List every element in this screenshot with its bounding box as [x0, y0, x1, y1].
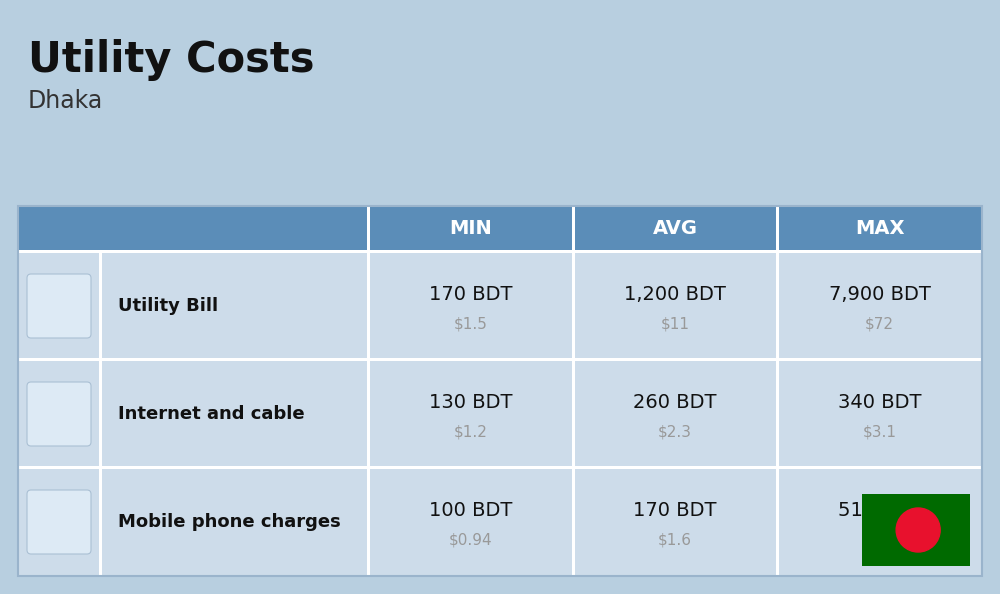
Text: 510 BDT: 510 BDT	[838, 501, 921, 520]
Text: 260 BDT: 260 BDT	[633, 393, 717, 412]
Text: AVG: AVG	[652, 220, 698, 239]
Text: $1.5: $1.5	[453, 317, 487, 331]
Bar	[18, 358, 982, 361]
Bar	[18, 468, 982, 576]
Bar	[572, 360, 575, 468]
Bar	[776, 206, 779, 252]
Bar	[99, 252, 102, 360]
Text: 7,900 BDT: 7,900 BDT	[829, 285, 931, 304]
Text: Internet and cable: Internet and cable	[118, 405, 305, 423]
Text: $4.7: $4.7	[863, 532, 897, 548]
Text: $1.2: $1.2	[453, 425, 487, 440]
Bar	[99, 468, 102, 576]
Bar	[776, 252, 779, 360]
Bar	[776, 360, 779, 468]
Bar	[18, 206, 982, 576]
Bar	[18, 360, 982, 468]
Text: 170 BDT: 170 BDT	[633, 501, 717, 520]
Bar	[18, 250, 982, 253]
Bar	[572, 252, 575, 360]
Bar	[862, 494, 970, 566]
Text: $1.6: $1.6	[658, 532, 692, 548]
Bar	[572, 206, 575, 252]
Text: $3.1: $3.1	[863, 425, 897, 440]
Text: $72: $72	[865, 317, 894, 331]
Bar	[367, 206, 370, 252]
Text: 130 BDT: 130 BDT	[429, 393, 512, 412]
Text: 170 BDT: 170 BDT	[429, 285, 512, 304]
FancyBboxPatch shape	[27, 490, 91, 554]
Text: Mobile phone charges: Mobile phone charges	[118, 513, 341, 531]
Text: Utility Costs: Utility Costs	[28, 39, 314, 81]
Text: 100 BDT: 100 BDT	[429, 501, 512, 520]
Text: Dhaka: Dhaka	[28, 89, 103, 113]
Text: 340 BDT: 340 BDT	[838, 393, 921, 412]
Bar	[367, 468, 370, 576]
Circle shape	[896, 508, 940, 552]
Text: 1,200 BDT: 1,200 BDT	[624, 285, 726, 304]
Text: MIN: MIN	[449, 220, 492, 239]
Bar	[367, 252, 370, 360]
Text: Utility Bill: Utility Bill	[118, 297, 218, 315]
Bar	[18, 466, 982, 469]
FancyBboxPatch shape	[27, 382, 91, 446]
Text: MAX: MAX	[855, 220, 904, 239]
Bar	[99, 360, 102, 468]
Bar	[18, 206, 982, 252]
Text: $2.3: $2.3	[658, 425, 692, 440]
FancyBboxPatch shape	[27, 274, 91, 338]
Bar	[776, 468, 779, 576]
Bar	[367, 360, 370, 468]
Bar	[572, 468, 575, 576]
Text: $0.94: $0.94	[449, 532, 492, 548]
Text: $11: $11	[660, 317, 690, 331]
Bar	[18, 252, 982, 360]
